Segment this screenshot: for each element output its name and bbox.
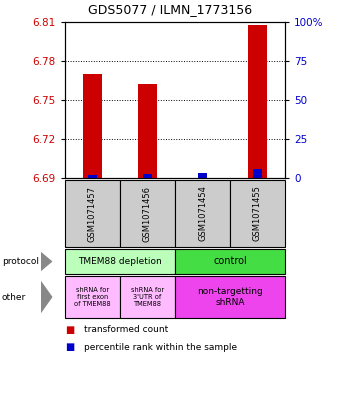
Text: transformed count: transformed count: [84, 325, 168, 334]
Bar: [88, 175, 98, 178]
Bar: [198, 173, 207, 178]
Text: GSM1071454: GSM1071454: [198, 185, 207, 241]
Bar: [248, 25, 267, 178]
Text: shRNA for
first exon
of TMEM88: shRNA for first exon of TMEM88: [74, 287, 111, 307]
Text: GDS5077 / ILMN_1773156: GDS5077 / ILMN_1773156: [88, 4, 252, 17]
Text: TMEM88 depletion: TMEM88 depletion: [78, 257, 162, 266]
Text: GSM1071455: GSM1071455: [253, 185, 262, 241]
Text: ■: ■: [65, 342, 74, 352]
Text: control: control: [213, 257, 247, 266]
Text: protocol: protocol: [2, 257, 39, 266]
Text: GSM1071456: GSM1071456: [143, 185, 152, 242]
Text: ■: ■: [65, 325, 74, 335]
Bar: [83, 74, 102, 178]
Text: other: other: [2, 292, 26, 301]
Bar: [253, 169, 262, 178]
Bar: [138, 84, 157, 178]
Text: percentile rank within the sample: percentile rank within the sample: [84, 343, 237, 351]
Bar: [142, 174, 152, 178]
Polygon shape: [40, 252, 52, 272]
Text: non-targetting
shRNA: non-targetting shRNA: [197, 287, 263, 307]
Text: shRNA for
3'UTR of
TMEM88: shRNA for 3'UTR of TMEM88: [131, 287, 164, 307]
Polygon shape: [40, 280, 52, 314]
Text: GSM1071457: GSM1071457: [88, 185, 97, 242]
